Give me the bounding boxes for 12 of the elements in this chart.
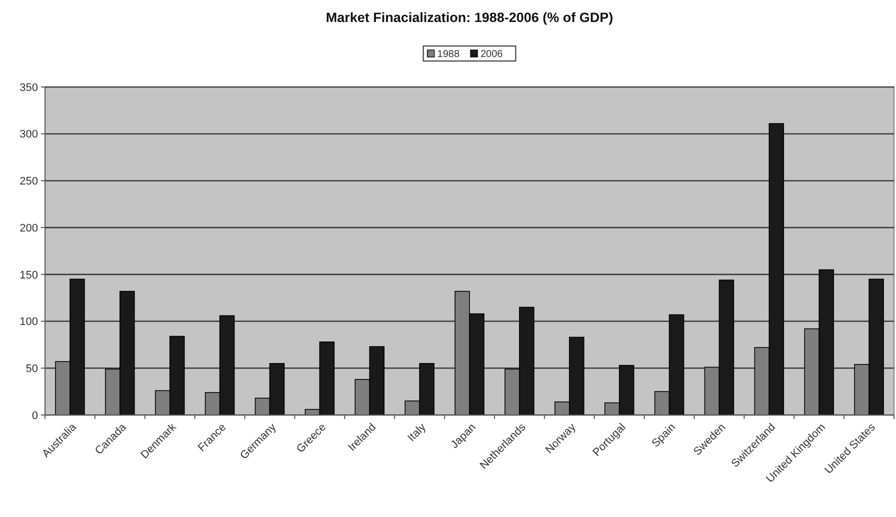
y-tick-label: 150	[20, 269, 38, 282]
y-tick-label: 300	[20, 128, 38, 141]
chart-title: Market Finacialization: 1988-2006 (% of GDP)	[326, 10, 614, 25]
y-tick-label: 250	[20, 176, 38, 188]
y-tick-label: 100	[20, 316, 38, 328]
y-tick-label: 350	[20, 82, 38, 94]
legend-label: 2006	[480, 49, 504, 60]
y-tick-label: 200	[20, 222, 38, 234]
x-tick-label: Italy	[406, 421, 429, 444]
y-tick-label: 0	[32, 410, 38, 422]
legend-label: 1988	[437, 49, 460, 60]
y-tick-label: 50	[26, 362, 38, 375]
